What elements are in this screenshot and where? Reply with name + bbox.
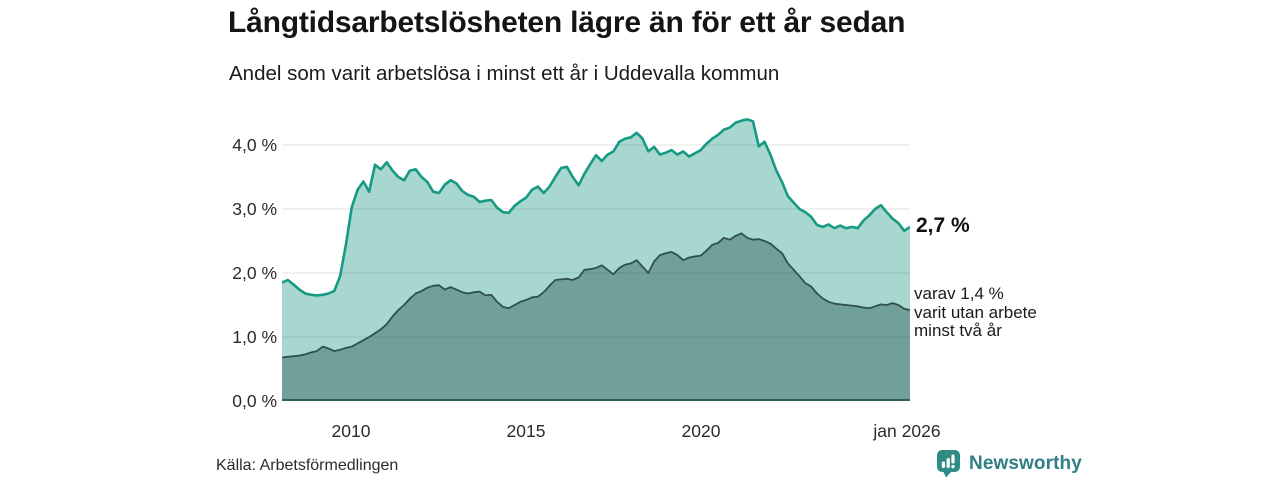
x-tick-label: 2010: [331, 421, 371, 441]
y-tick-label: 1,0 %: [232, 327, 277, 347]
subset-note-line: varav 1,4 %: [914, 284, 1004, 303]
subset-note-line: minst två år: [914, 321, 1002, 340]
subset-series-line: [282, 232, 910, 359]
source-attribution: Källa: Arbetsförmedlingen: [216, 457, 399, 474]
newsworthy-wordmark: Newsworthy: [969, 452, 1082, 474]
y-tick-label: 0,0 %: [232, 391, 277, 411]
latest-total-value-label: 2,7 %: [916, 214, 970, 237]
y-tick-label: 2,0 %: [232, 263, 277, 283]
newsworthy-bar-chart-icon: [937, 450, 960, 478]
x-tick-label: jan 2026: [873, 421, 941, 441]
subset-series-area: [282, 233, 910, 401]
x-tick-label: 2020: [681, 421, 721, 441]
area-chart-plot: [282, 118, 910, 401]
newsworthy-logo: Newsworthy: [936, 449, 1082, 478]
x-tick-label: 2015: [506, 421, 546, 441]
total-series-line: [282, 118, 910, 297]
subset-series-note: varav 1,4 % varit utan arbete minst två …: [914, 284, 1037, 341]
subset-note-line: varit utan arbete: [914, 302, 1037, 322]
chart-title: Långtidsarbetslösheten lägre än för ett …: [228, 6, 906, 39]
y-tick-label: 4,0 %: [232, 135, 277, 155]
y-tick-label: 3,0 %: [232, 199, 277, 219]
chart-subtitle: Andel som varit arbetslösa i minst ett å…: [229, 62, 780, 85]
